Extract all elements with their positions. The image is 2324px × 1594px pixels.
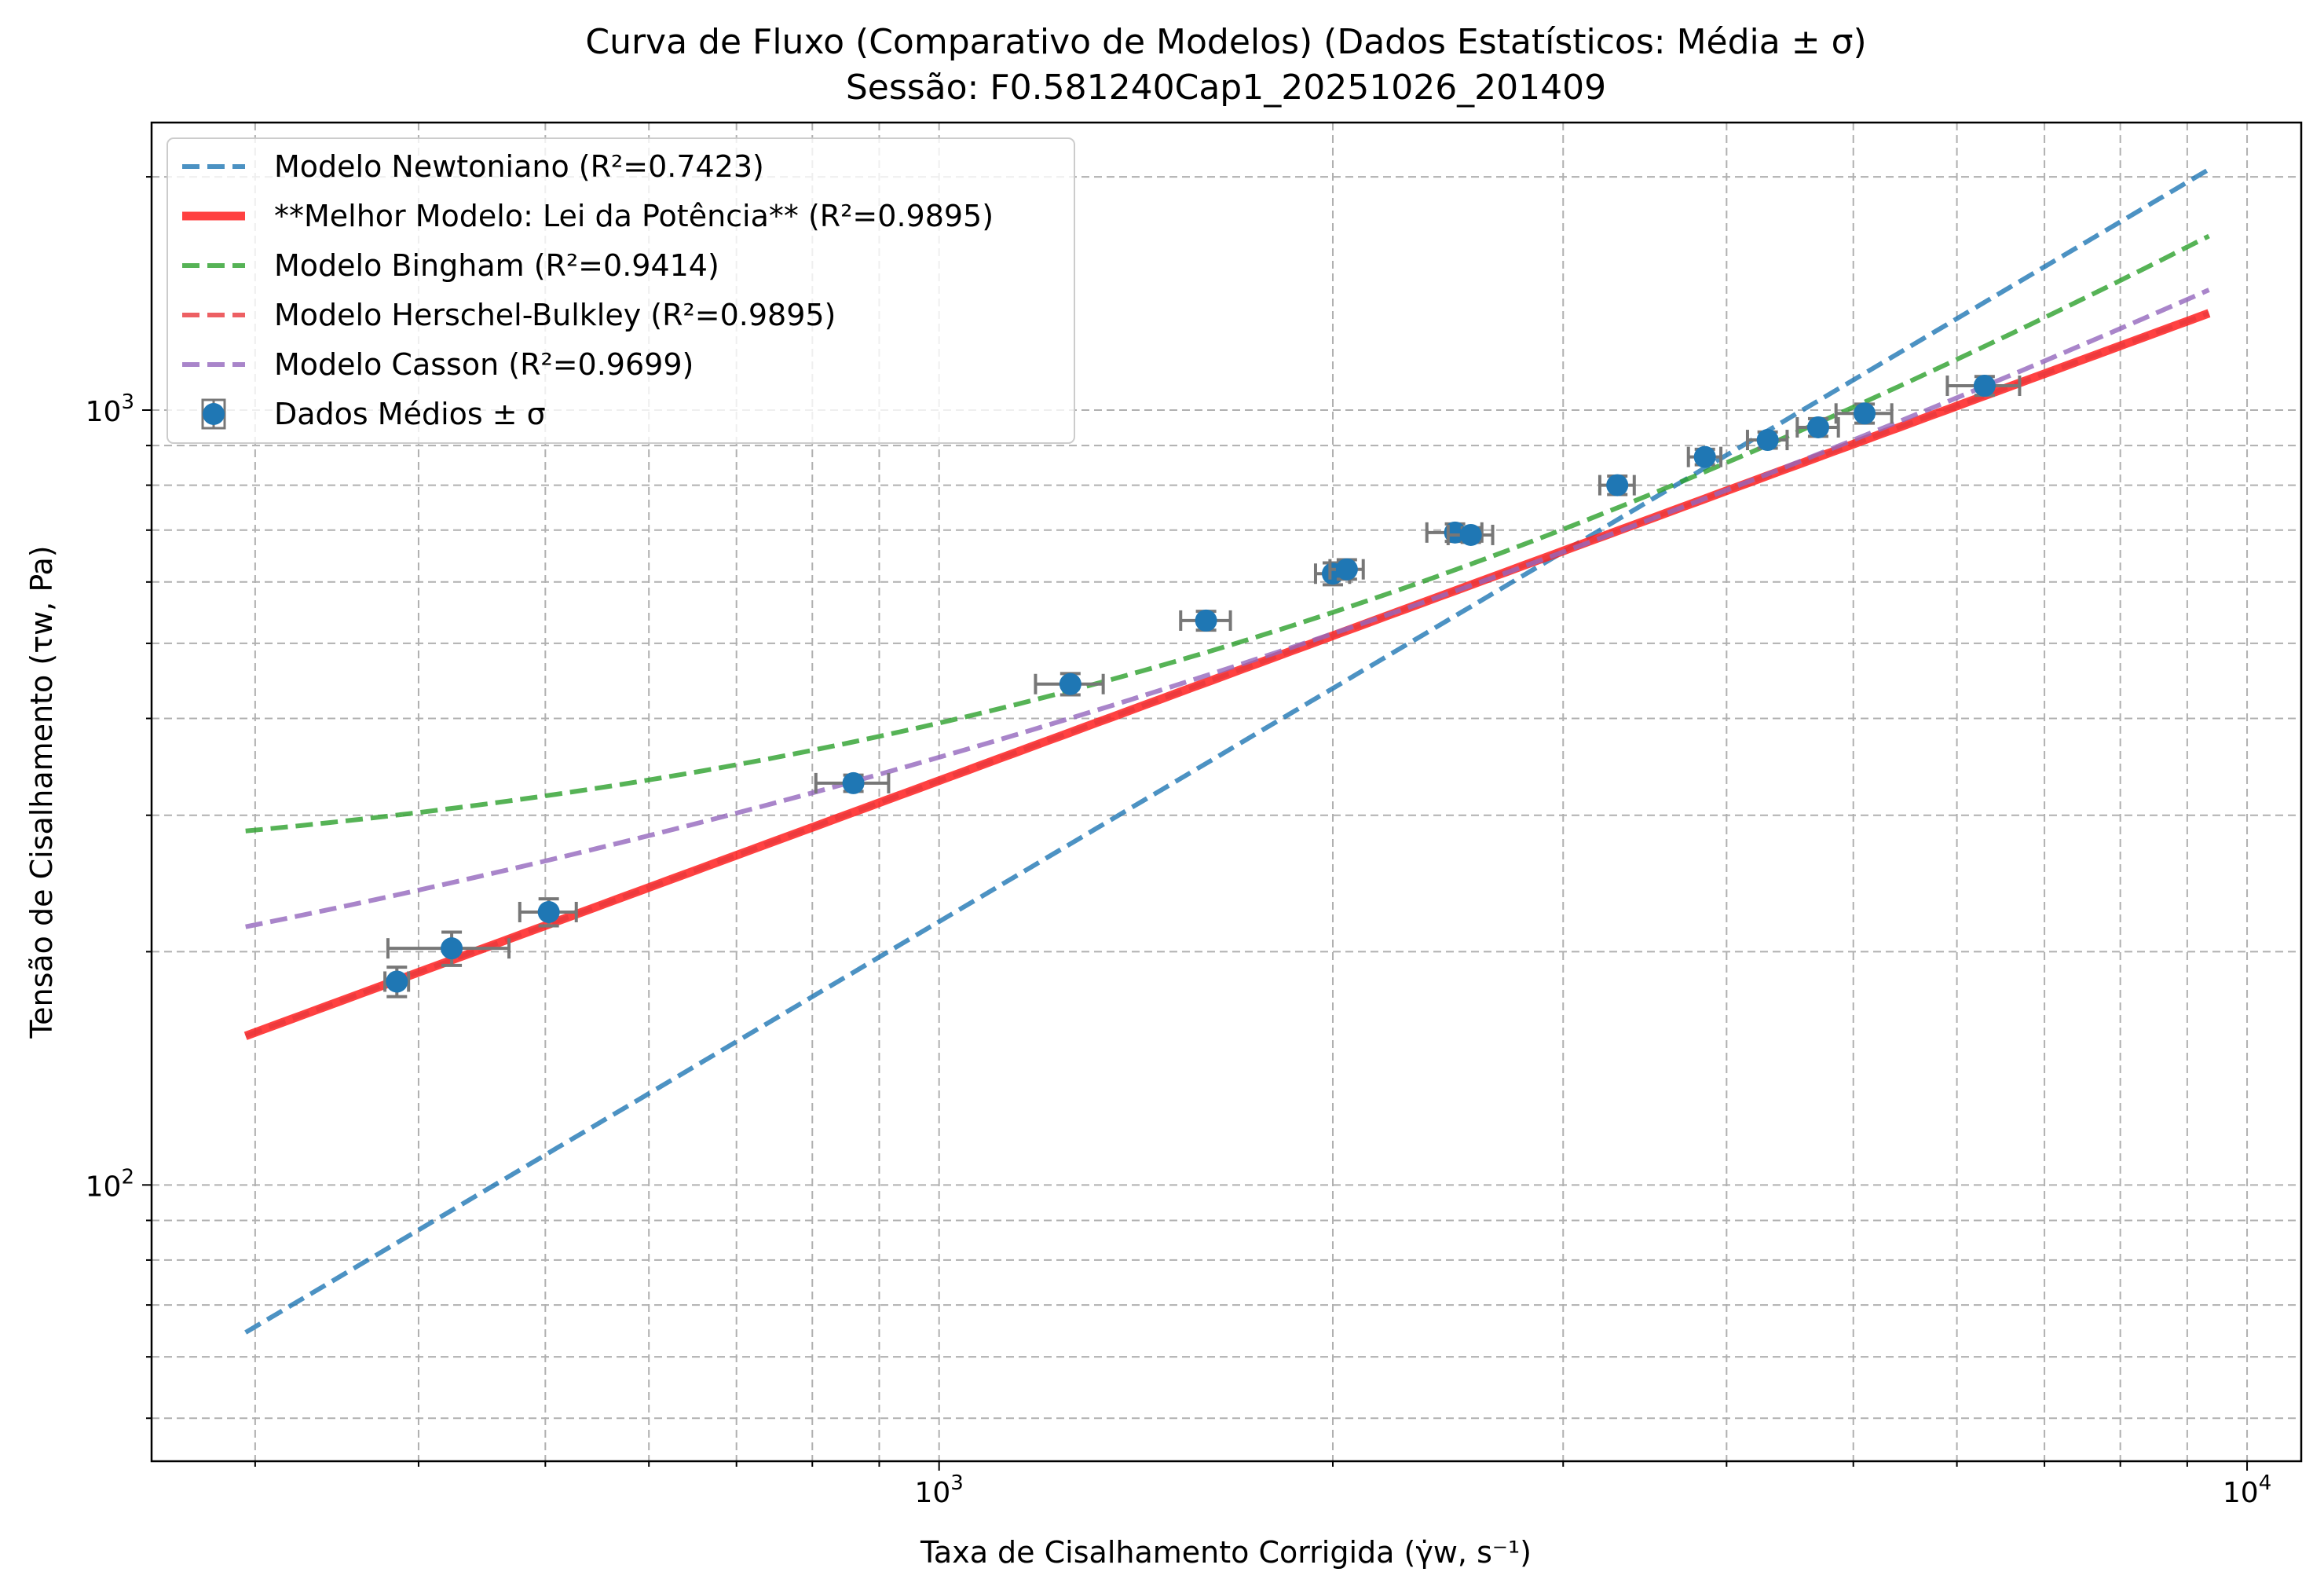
legend-entry: Modelo Casson (R²=0.9699)	[182, 347, 694, 382]
data-marker	[1756, 429, 1779, 452]
data-marker	[1973, 375, 1996, 398]
legend-entry: Modelo Bingham (R²=0.9414)	[182, 248, 719, 283]
series-line-2	[245, 233, 2210, 834]
data-point	[383, 966, 411, 999]
legend-label: Modelo Herschel-Bulkley (R²=0.9895)	[274, 298, 836, 332]
data-marker	[1459, 523, 1482, 546]
series-line-3	[244, 310, 2210, 1039]
legend: Modelo Newtoniano (R²=0.7423) **Melhor Mo…	[167, 137, 1075, 444]
data-marker	[1854, 402, 1876, 425]
plot-frame	[150, 121, 2303, 1463]
data-marker	[441, 937, 463, 960]
data-point	[1446, 523, 1495, 546]
x-tick-label: 103	[914, 1471, 963, 1509]
data-marker	[386, 970, 408, 993]
data-point	[1034, 672, 1105, 697]
data-point	[814, 771, 891, 794]
legend-entry: Modelo Herschel-Bulkley (R²=0.9895)	[182, 298, 836, 332]
data-marker	[1806, 416, 1829, 438]
y-tick-label: 102	[86, 1165, 134, 1203]
data-point	[1598, 474, 1636, 497]
data-marker	[1606, 474, 1629, 497]
data-point	[1686, 445, 1723, 468]
series-line-4	[245, 288, 2210, 929]
y-axis-label: Tensão de Cisalhamento (τw, Pa)	[24, 545, 59, 1039]
chart-subtitle: Sessão: F0.581240Cap1_20251026_201409	[846, 68, 1606, 108]
data-marker	[1693, 445, 1716, 468]
data-point	[518, 897, 578, 928]
axis-ticks: 103 104 102 103	[86, 176, 2271, 1509]
data-marker	[537, 900, 560, 923]
legend-label: Modelo Newtoniano (R²=0.7423)	[274, 149, 764, 184]
data-marker	[1335, 558, 1358, 581]
x-axis-label: Taxa de Cisalhamento Corrigida (γ̇w, s⁻¹…	[920, 1535, 1532, 1570]
legend-label: Modelo Casson (R²=0.9699)	[274, 347, 694, 382]
chart-title: Curva de Fluxo (Comparativo de Modelos) …	[585, 22, 1866, 62]
data-marker	[1059, 672, 1081, 695]
legend-entry: Dados Médios ± σ	[201, 397, 546, 431]
legend-label: Modelo Bingham (R²=0.9414)	[274, 248, 719, 283]
legend-label: **Melhor Modelo: Lei da Potência** (R²=0…	[274, 199, 994, 233]
legend-marker	[203, 403, 225, 425]
series-line-0	[244, 167, 2211, 1335]
y-tick-label: 103	[86, 390, 134, 428]
legend-entry: **Melhor Modelo: Lei da Potência** (R²=0…	[182, 199, 994, 233]
data-point	[1945, 375, 2022, 398]
data-marker	[1195, 609, 1217, 632]
legend-label: Dados Médios ± σ	[274, 397, 546, 431]
data-point	[1179, 609, 1232, 632]
x-tick-label: 104	[2223, 1471, 2271, 1509]
data-point	[1795, 416, 1840, 438]
data-point	[1745, 429, 1789, 452]
data-point	[1328, 558, 1365, 581]
legend-entry: Modelo Newtoniano (R²=0.7423)	[182, 149, 764, 184]
data-marker	[842, 771, 865, 794]
plot-series	[243, 167, 2211, 1335]
data-point	[386, 930, 511, 967]
data-point	[1834, 402, 1894, 425]
legend-box	[167, 137, 1075, 444]
